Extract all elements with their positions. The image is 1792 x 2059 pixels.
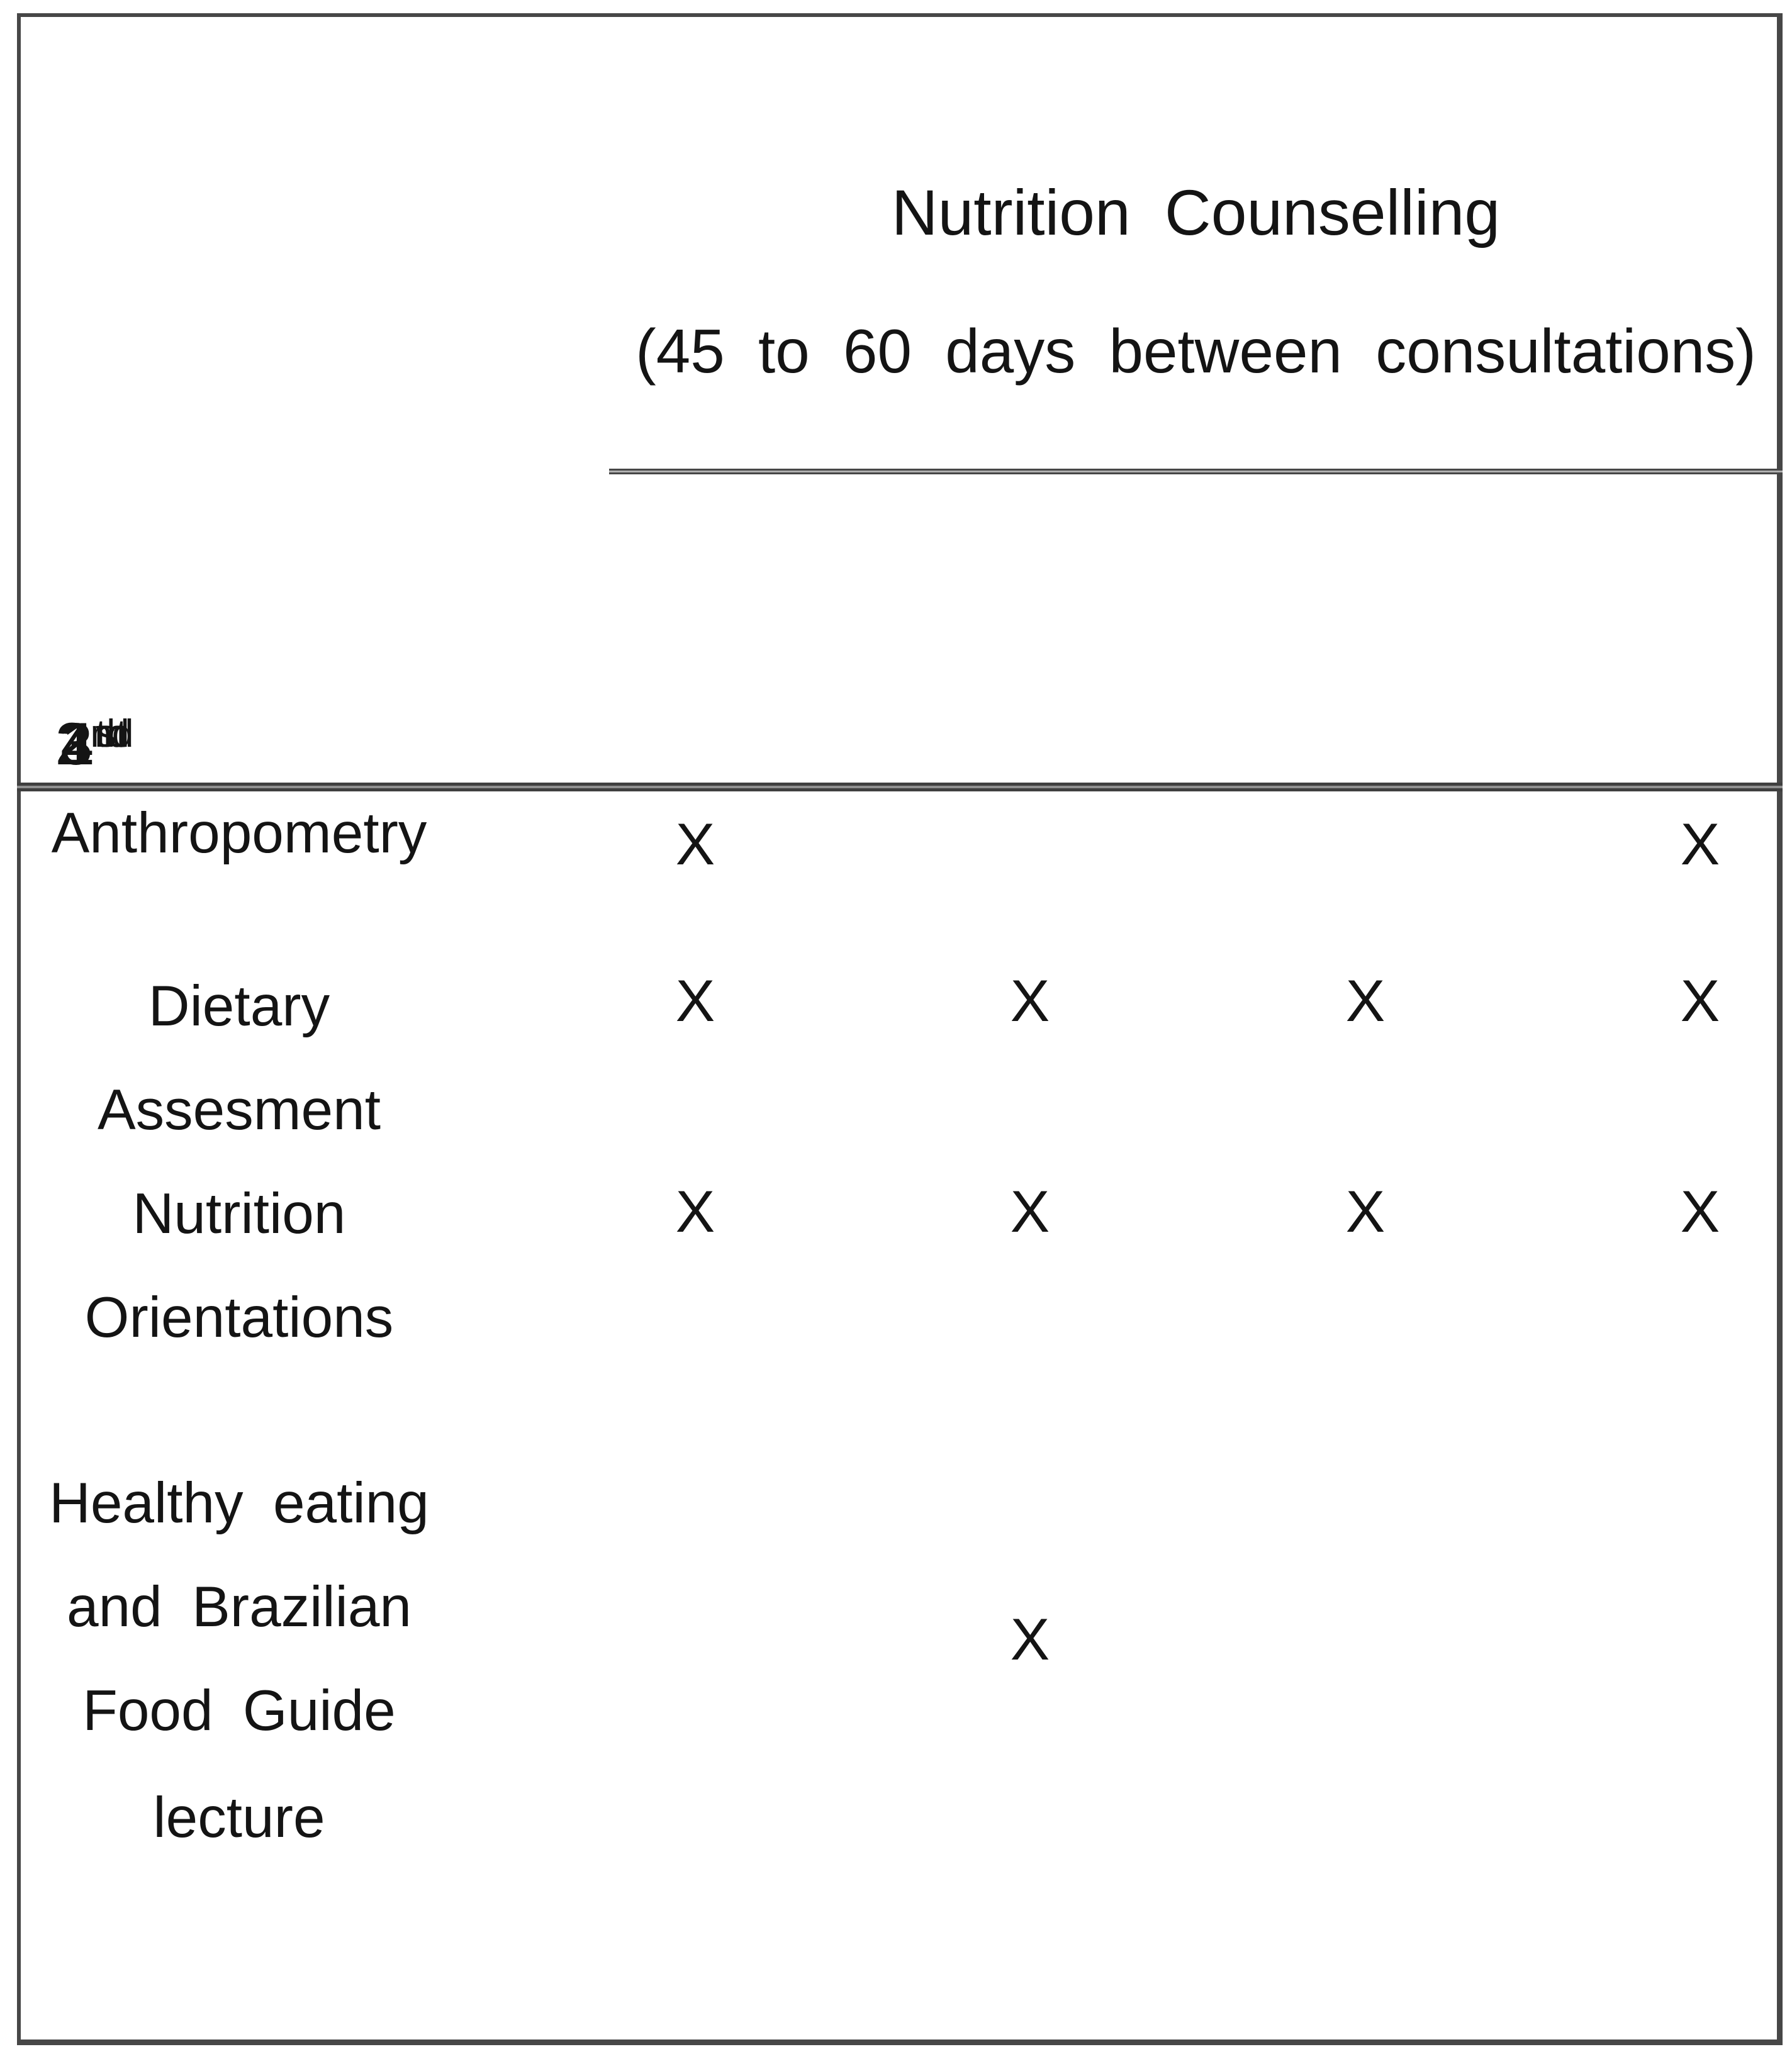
mark-x: X [1680, 811, 1720, 877]
column-ordinal: 4 [60, 711, 94, 778]
row-label-line: Food Guide [82, 1679, 396, 1743]
table-frame [17, 13, 1783, 2045]
ordinal-suffix: rd [94, 712, 130, 756]
row-label-line: lecture [153, 1786, 325, 1850]
row-label-line: Assesment [97, 1078, 381, 1142]
mark-x: X [1680, 968, 1720, 1034]
column-header-4th: 4th [0, 710, 189, 786]
row-label-line: Dietary [148, 974, 330, 1038]
mark-x: X [1010, 968, 1050, 1034]
row-label-line: and Brazilian [66, 1575, 412, 1639]
mark-x: X [1010, 1178, 1050, 1244]
column-header-2nd: 2nd [0, 710, 189, 786]
column-ordinal: 3 [59, 711, 93, 778]
mark-x: X [1345, 968, 1386, 1034]
column-ordinal: 1 [61, 711, 95, 778]
row-label-line: Orientations [84, 1286, 394, 1349]
ordinal-suffix: st [96, 712, 128, 756]
table-subtitle: (45 to 60 days between consultations) [636, 316, 1756, 386]
mark-x: X [675, 811, 715, 877]
column-header-1st: 1st [0, 710, 189, 786]
mark-x: X [1010, 1606, 1050, 1672]
column-header-3rd: 3rd [0, 710, 189, 786]
ordinal-suffix: th [96, 712, 128, 756]
mark-x: X [675, 968, 715, 1034]
mark-x: X [675, 1178, 715, 1244]
column-group-rule [609, 469, 1783, 474]
mark-x: X [1345, 1178, 1386, 1244]
row-label-line: Healthy eating [49, 1471, 429, 1535]
column-ordinal: 2 [55, 711, 89, 778]
header-body-divider-rule [17, 783, 1783, 791]
table-title: Nutrition Counselling [891, 177, 1501, 248]
ordinal-suffix: nd [90, 712, 134, 756]
mark-x: X [1680, 1178, 1720, 1244]
row-label-line: Anthropometry [51, 801, 427, 865]
row-label-line: Nutrition [132, 1182, 346, 1246]
